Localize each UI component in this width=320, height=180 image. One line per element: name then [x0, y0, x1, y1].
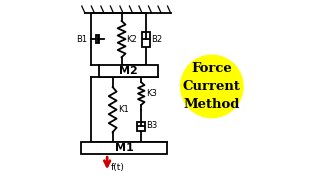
- Text: K1: K1: [118, 105, 128, 114]
- Text: M1: M1: [115, 143, 134, 153]
- Bar: [96, 35, 99, 43]
- Text: K3: K3: [146, 89, 156, 98]
- Text: Force
Current
Method: Force Current Method: [183, 62, 241, 111]
- Text: f(t): f(t): [110, 163, 124, 172]
- Text: B1: B1: [76, 35, 88, 44]
- Text: K2: K2: [127, 35, 137, 44]
- Bar: [138, 122, 145, 130]
- Circle shape: [180, 55, 243, 118]
- Text: B3: B3: [146, 121, 157, 130]
- Bar: [142, 32, 150, 47]
- Bar: [81, 142, 167, 154]
- Bar: [99, 65, 158, 78]
- Text: B2: B2: [151, 35, 163, 44]
- Text: M2: M2: [119, 66, 138, 76]
